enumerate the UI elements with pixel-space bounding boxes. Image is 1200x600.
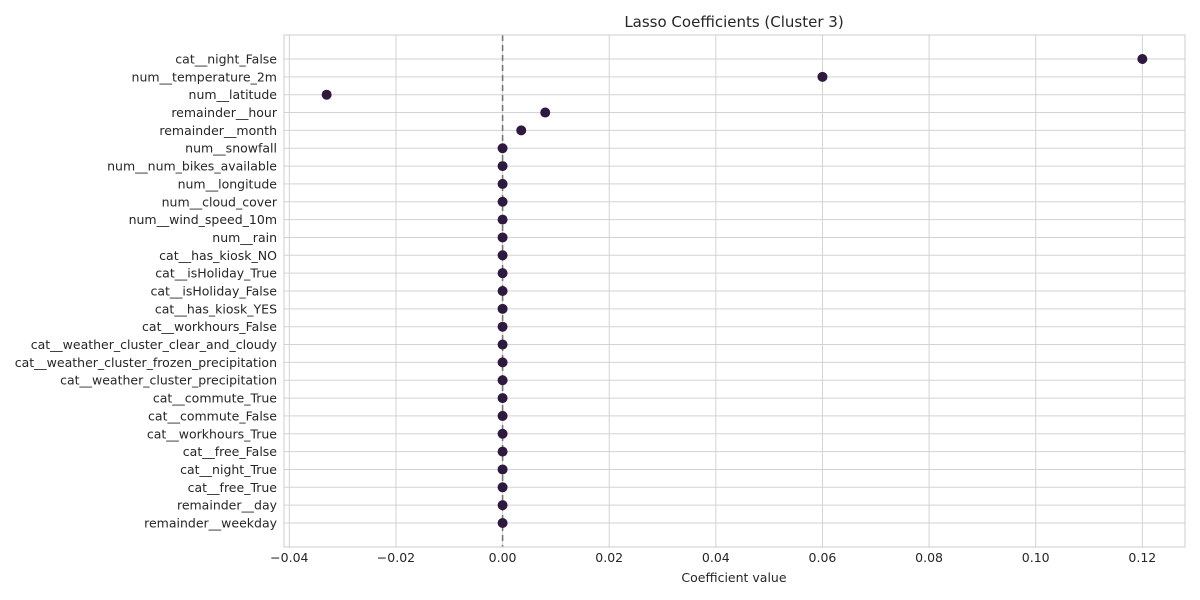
data-point — [497, 500, 508, 511]
data-point — [497, 321, 508, 332]
y-tick-label: cat__workhours_False — [142, 319, 277, 334]
y-tick-label: cat__weather_cluster_clear_and_cloudy — [31, 337, 278, 352]
x-tick-label: 0.12 — [1128, 550, 1156, 565]
y-tick-label: num__longitude — [178, 176, 278, 191]
data-point — [497, 286, 508, 296]
data-point — [497, 196, 508, 207]
grid-layer — [284, 35, 1185, 547]
data-point — [497, 375, 508, 386]
y-tick-label: num__snowfall — [185, 141, 277, 156]
y-tick-label: num__wind_speed_10m — [129, 212, 277, 227]
y-tick-label: num__num_bikes_available — [107, 159, 277, 174]
data-point — [497, 143, 508, 154]
y-tick-label: cat__night_False — [175, 52, 277, 67]
y-tick-label: remainder__weekday — [144, 516, 277, 531]
x-tick-label: −0.04 — [270, 550, 308, 565]
data-point — [817, 71, 828, 82]
data-point — [497, 410, 508, 421]
data-point — [497, 250, 508, 261]
y-tick-label: cat__night_True — [180, 462, 277, 477]
data-point — [540, 107, 551, 118]
data-point — [497, 518, 508, 528]
x-tick-label: 0.04 — [702, 550, 730, 565]
y-tick-label: cat__weather_cluster_frozen_precipitatio… — [15, 355, 277, 370]
y-tick-label: cat__commute_True — [153, 391, 277, 406]
y-tick-label: cat__has_kiosk_NO — [159, 248, 277, 263]
y-tick-label: cat__isHoliday_True — [155, 266, 277, 281]
y-tick-label: cat__has_kiosk_YES — [155, 301, 277, 316]
y-tick-label: num__cloud_cover — [162, 194, 278, 209]
data-point — [497, 482, 508, 493]
data-point — [497, 214, 508, 225]
x-tick-label: 0.02 — [595, 550, 623, 565]
y-tick-label: cat__workhours_True — [147, 426, 277, 441]
data-point — [497, 446, 508, 457]
chart-title: Lasso Coefficients (Cluster 3) — [624, 13, 843, 31]
x-axis-label: Coefficient value — [681, 570, 786, 585]
data-point — [1137, 54, 1148, 64]
x-tick-labels: −0.04 −0.02 0.00 0.02 0.04 0.06 0.08 0.10 0.12 — [270, 550, 1156, 565]
y-tick-label: cat__isHoliday_False — [150, 284, 277, 299]
data-point — [497, 428, 508, 439]
y-tick-label: remainder__day — [177, 498, 278, 513]
y-tick-label: cat__weather_cluster_precipitation — [60, 373, 277, 388]
plot-frame — [283, 34, 1186, 548]
y-tick-label: num__latitude — [189, 87, 278, 102]
x-tick-label: −0.02 — [377, 550, 415, 565]
data-point — [497, 232, 508, 243]
data-point — [497, 303, 508, 314]
data-point — [497, 178, 508, 189]
y-tick-label: remainder__month — [159, 123, 277, 138]
data-point — [497, 393, 508, 404]
y-tick-label: num__temperature_2m — [132, 69, 277, 84]
data-point — [497, 268, 508, 279]
y-tick-label: remainder__hour — [171, 105, 278, 120]
y-tick-label: cat__commute_False — [148, 408, 277, 423]
data-point — [497, 357, 508, 368]
y-tick-label: cat__free_True — [188, 480, 278, 495]
data-point — [516, 125, 527, 136]
y-tick-label: cat__free_False — [183, 444, 278, 459]
x-tick-label: 0.00 — [489, 550, 517, 565]
x-tick-label: 0.06 — [809, 550, 837, 565]
x-tick-label: 0.10 — [1022, 550, 1050, 565]
y-tick-label: num__rain — [212, 230, 277, 245]
data-point — [497, 339, 508, 350]
data-point — [497, 464, 508, 475]
data-point — [497, 161, 508, 172]
data-points — [321, 54, 1148, 528]
y-tick-labels: cat__night_False num__temperature_2m num__… — [15, 52, 278, 531]
data-point — [321, 89, 332, 100]
x-tick-label: 0.08 — [915, 550, 943, 565]
